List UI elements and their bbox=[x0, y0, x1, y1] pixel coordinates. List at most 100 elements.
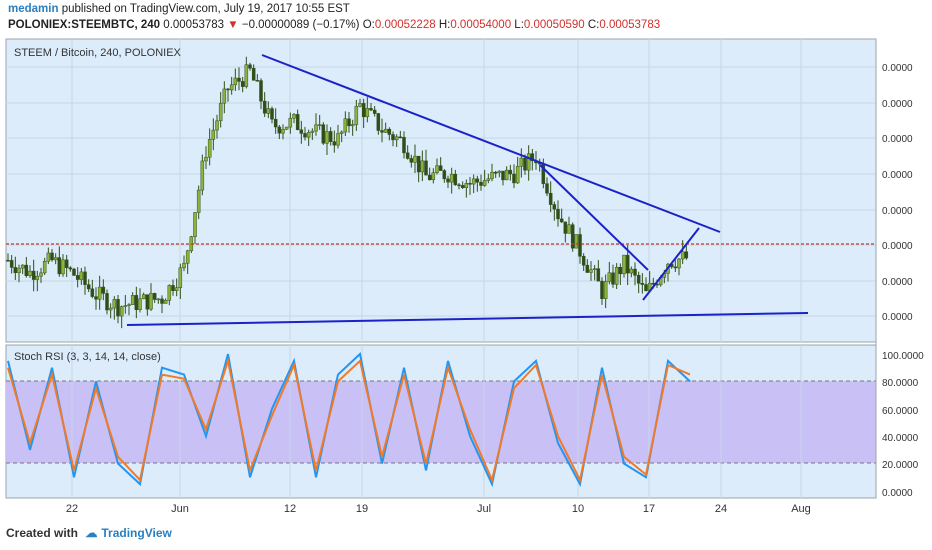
candle-body bbox=[277, 126, 282, 134]
candle-body bbox=[398, 136, 403, 139]
candle-body bbox=[589, 269, 593, 273]
candle-body bbox=[625, 254, 630, 274]
high-value: 0.00054000 bbox=[450, 19, 512, 31]
candle-body bbox=[222, 88, 227, 104]
date-axis-label: 19 bbox=[356, 503, 368, 515]
candle-body bbox=[35, 275, 40, 280]
candle-body bbox=[42, 260, 47, 274]
rsi-axis[interactable]: 100.0000 80.0000 60.0000 40.0000 20.0000 0.00… bbox=[882, 351, 924, 499]
high-label: H: bbox=[438, 19, 451, 31]
price-axis-label: 0.0000 bbox=[882, 206, 913, 217]
candle-body bbox=[211, 129, 216, 140]
footer: Created with ☁ TradingView bbox=[6, 526, 172, 540]
candle-body bbox=[288, 117, 293, 128]
candle-body bbox=[141, 294, 146, 300]
candle-body bbox=[508, 169, 513, 175]
resistance-trendline[interactable] bbox=[261, 54, 721, 233]
tradingview-brand[interactable]: TradingView bbox=[101, 526, 172, 540]
candle-body bbox=[438, 165, 443, 171]
candle-body bbox=[284, 126, 289, 130]
price-axis-label: 0.0000 bbox=[882, 134, 913, 145]
support-trendline[interactable] bbox=[126, 312, 809, 326]
wedge-lower-line[interactable] bbox=[642, 227, 700, 301]
candle-body bbox=[229, 84, 234, 91]
candle-body bbox=[160, 298, 164, 304]
candle-body bbox=[486, 178, 491, 181]
created-with-text: Created with bbox=[6, 526, 79, 540]
candle-body bbox=[640, 283, 645, 285]
candle-body bbox=[629, 268, 634, 274]
stoch-rsi-d-line bbox=[7, 356, 691, 484]
candle-body bbox=[200, 160, 205, 191]
candle-body bbox=[262, 100, 267, 114]
candle-body bbox=[281, 128, 285, 134]
candle-body bbox=[273, 118, 278, 128]
published-text: published on TradingView.com, July 19, 2… bbox=[61, 3, 350, 15]
candle-body bbox=[391, 134, 395, 141]
candle-body bbox=[372, 109, 377, 114]
price-axis-label: 0.0000 bbox=[882, 241, 913, 252]
candle-body bbox=[680, 251, 685, 260]
candle-body bbox=[28, 270, 32, 276]
wedge-upper-line[interactable] bbox=[539, 164, 649, 271]
candle-body bbox=[380, 130, 384, 133]
candle-body bbox=[581, 256, 586, 266]
candle-body bbox=[614, 266, 619, 285]
candle-body bbox=[365, 108, 370, 118]
last-price: 0.00053783 bbox=[163, 19, 225, 31]
rsi-axis-label: 60.0000 bbox=[882, 406, 919, 417]
open-value: 0.00052228 bbox=[374, 19, 436, 31]
down-arrow-icon: ▼ bbox=[227, 19, 239, 31]
candle-body bbox=[490, 171, 494, 180]
candle-body bbox=[182, 262, 186, 269]
date-axis-label: Jul bbox=[477, 503, 491, 515]
candle-body bbox=[567, 224, 571, 234]
date-axis[interactable]: 22 Jun 12 19 Jul 10 17 24 Aug bbox=[66, 503, 811, 515]
candle-body bbox=[171, 285, 175, 291]
candle-body bbox=[413, 155, 417, 163]
candle-body bbox=[464, 183, 469, 188]
date-axis-label: Aug bbox=[791, 503, 811, 515]
candle-body bbox=[233, 77, 238, 86]
candle-body bbox=[299, 129, 304, 134]
candle-body bbox=[622, 254, 626, 275]
candle-body bbox=[559, 218, 564, 223]
low-label: L: bbox=[514, 19, 524, 31]
candle-body bbox=[556, 208, 560, 220]
candle-body bbox=[600, 280, 604, 299]
candle-body bbox=[72, 268, 76, 276]
candle-body bbox=[475, 178, 480, 183]
candle-body bbox=[501, 170, 505, 181]
candle-body bbox=[596, 268, 601, 282]
candle-body bbox=[479, 181, 483, 186]
price-axis[interactable]: 0.0000 0.0000 0.0000 0.0000 0.0000 0.0000 0.00… bbox=[882, 63, 913, 323]
candle-body bbox=[548, 192, 553, 205]
candle-body bbox=[270, 108, 274, 120]
candle-body bbox=[431, 172, 436, 181]
candle-body bbox=[592, 268, 597, 270]
candle-body bbox=[512, 173, 516, 184]
candle-body bbox=[530, 153, 535, 162]
candle-body bbox=[442, 170, 447, 180]
candle-body bbox=[376, 113, 381, 131]
candle-body bbox=[519, 157, 524, 167]
candle-body bbox=[684, 251, 689, 259]
candle-body bbox=[108, 307, 113, 311]
candle-body bbox=[240, 81, 245, 87]
candle-body bbox=[53, 257, 58, 261]
candle-body bbox=[119, 306, 124, 317]
author-link[interactable]: medamin bbox=[8, 3, 59, 15]
rsi-pane-title: Stoch RSI (3, 3, 14, 14, close) bbox=[14, 351, 161, 363]
candle-body bbox=[134, 295, 139, 310]
candle-body bbox=[321, 124, 326, 144]
price-pane-title: STEEM / Bitcoin, 240, POLONIEX bbox=[14, 47, 182, 59]
publish-line: medamin published on TradingView.com, Ju… bbox=[8, 3, 350, 15]
price-axis-label: 0.0000 bbox=[882, 312, 913, 323]
candle-body bbox=[611, 272, 615, 285]
candle-body bbox=[563, 221, 568, 234]
candle-body bbox=[328, 131, 333, 142]
candle-body bbox=[237, 77, 241, 82]
candle-body bbox=[482, 180, 487, 186]
candle-body bbox=[603, 281, 608, 299]
